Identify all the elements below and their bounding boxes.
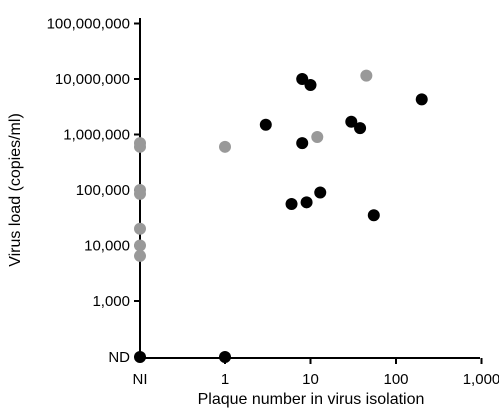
data-point-gray — [311, 131, 324, 144]
data-point-black — [259, 118, 272, 131]
data-point-gray — [134, 187, 146, 200]
x-tick-label: 1 — [221, 371, 229, 388]
data-point-black — [354, 122, 367, 135]
data-point-black — [304, 78, 317, 91]
data-point-black — [415, 93, 428, 106]
axes — [139, 18, 480, 359]
y-tick-label: 100,000,000 — [47, 16, 130, 33]
data-point-black — [296, 73, 309, 85]
x-tick-label: NI — [133, 371, 148, 388]
x-tick-label: 10 — [302, 371, 319, 388]
y-tick-label: 10,000 — [84, 238, 130, 255]
y-tick-label: 1,000 — [92, 293, 130, 310]
data-point-black — [285, 197, 298, 210]
data-point-gray — [134, 239, 146, 252]
data-point-gray — [219, 140, 231, 153]
y-tick-label: ND — [108, 349, 130, 366]
data-point-black — [367, 209, 380, 222]
y-tick-label: 1,000,000 — [63, 127, 130, 144]
data-point-gray — [134, 249, 146, 262]
data-point-black — [300, 196, 313, 209]
data-point-black — [345, 115, 358, 128]
data-point-black — [314, 186, 327, 199]
data-point-gray — [134, 140, 146, 153]
x-tick-label: 100 — [383, 371, 408, 388]
data-points — [134, 69, 428, 363]
data-point-gray — [134, 222, 146, 235]
data-point-black — [296, 137, 309, 150]
data-point-black — [134, 351, 146, 363]
y-axis-title: Virus load (copies/ml) — [7, 113, 24, 267]
x-ticks: NI 1 10 100 1,000 — [133, 358, 499, 388]
y-ticks: ND 1,000 10,000 100,000 1,000,000 10,000,000 1… — [47, 16, 140, 366]
x-axis-title: Plaque number in virus isolation — [198, 391, 425, 408]
y-tick-label: 10,000,000 — [55, 71, 130, 88]
y-tick-label: 100,000 — [76, 182, 130, 199]
data-point-black — [219, 351, 231, 363]
x-tick-label: 1,000 — [463, 371, 499, 388]
data-point-gray — [360, 69, 373, 82]
